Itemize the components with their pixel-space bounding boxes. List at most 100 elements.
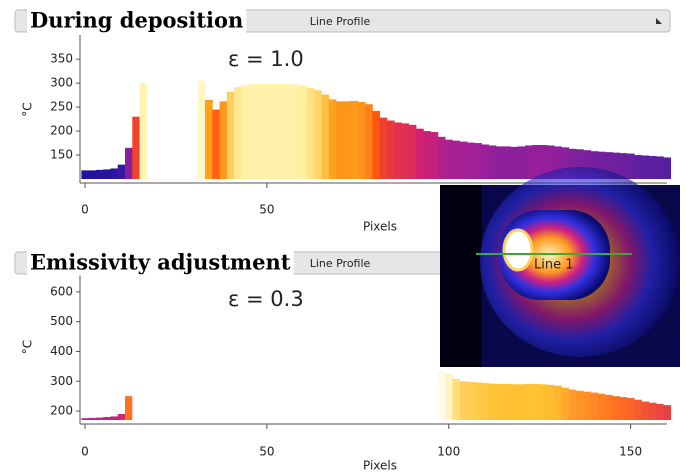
profile-bar xyxy=(358,340,366,420)
y-axis-label: °C xyxy=(21,102,35,116)
panel-title: Line Profile xyxy=(310,257,371,270)
x-tick-label: 0 xyxy=(81,445,89,459)
profile-bar xyxy=(285,84,293,179)
profile-bar xyxy=(569,390,577,420)
profile-bar xyxy=(540,384,548,420)
y-tick-label: 350 xyxy=(50,52,73,66)
profile-bar xyxy=(503,146,511,179)
profile-bar xyxy=(176,281,184,420)
profile-bar xyxy=(532,384,540,420)
profile-bar xyxy=(394,364,402,420)
profile-bar xyxy=(598,394,606,420)
profile-bar xyxy=(591,393,599,420)
profile-bar xyxy=(169,282,177,420)
profile-bar xyxy=(518,384,526,420)
profile-bar xyxy=(380,118,388,179)
profile-bar xyxy=(321,95,329,179)
profile-bar xyxy=(416,365,424,420)
profile-bar xyxy=(125,396,133,420)
annotation: ε = 0.3 xyxy=(228,287,304,311)
profile-bar xyxy=(401,365,409,420)
profile-bar xyxy=(212,342,220,420)
x-tick-label: 150 xyxy=(619,445,642,459)
profile-bar xyxy=(292,85,300,179)
profile-bar xyxy=(220,343,228,420)
profile-bar xyxy=(416,129,424,179)
profile-bar xyxy=(605,395,613,420)
profile-bar xyxy=(474,143,482,179)
profile-bar xyxy=(358,102,366,179)
profile-bar xyxy=(634,155,642,179)
profile-bar xyxy=(285,326,293,420)
profile-bar xyxy=(452,379,460,420)
profile-bar xyxy=(583,392,591,420)
y-tick-label: 400 xyxy=(50,344,73,358)
profile-bar xyxy=(300,86,308,179)
profile-bar xyxy=(438,137,446,179)
profile-bar xyxy=(140,340,148,420)
profile-bar xyxy=(307,328,315,420)
profile-bar xyxy=(81,418,89,420)
profile-bar xyxy=(183,288,191,420)
profile-bar xyxy=(634,400,642,420)
profile-bar xyxy=(205,332,213,420)
profile-bar xyxy=(118,165,126,179)
profile-bar xyxy=(460,381,468,420)
profile-bar xyxy=(431,366,439,420)
profile-bar xyxy=(89,418,97,420)
chart-title: During deposition xyxy=(30,8,243,33)
chart-title: Emissivity adjustment xyxy=(30,250,291,275)
profile-bar xyxy=(154,54,162,179)
profile-bar xyxy=(183,49,191,179)
profile-bar xyxy=(249,84,257,179)
profile-bar xyxy=(481,383,489,420)
profile-bar xyxy=(161,46,169,179)
x-tick-label: 100 xyxy=(437,445,460,459)
profile-bar xyxy=(190,62,198,179)
profile-bar xyxy=(307,88,315,179)
profile-bar xyxy=(263,326,271,420)
profile-bar xyxy=(380,360,388,420)
profile-bar xyxy=(627,154,635,179)
profile-bar xyxy=(314,331,322,420)
profile-bar xyxy=(612,396,620,420)
profile-bar xyxy=(147,66,155,179)
profile-bar xyxy=(423,366,431,420)
x-tick-label: 50 xyxy=(259,445,274,459)
thermal-inset: Line 1 xyxy=(440,167,680,367)
profile-bar xyxy=(118,414,126,420)
profile-bar xyxy=(649,403,657,420)
profile-bar xyxy=(278,326,286,420)
profile-bar xyxy=(467,382,475,420)
profile-bar xyxy=(445,374,453,420)
profile-line-label: Line 1 xyxy=(534,258,574,273)
profile-bar xyxy=(227,92,235,179)
profile-bar xyxy=(336,342,344,420)
profile-bar xyxy=(511,384,519,420)
profile-bar xyxy=(481,144,489,179)
profile-bar xyxy=(409,365,417,420)
profile-bar xyxy=(271,326,279,420)
profile-bar xyxy=(620,153,628,179)
profile-bar xyxy=(394,122,402,179)
inset-dark-edge xyxy=(440,185,482,367)
x-tick-label: 0 xyxy=(81,203,89,217)
profile-bar xyxy=(489,384,497,420)
profile-bar xyxy=(154,296,162,420)
y-tick-label: 500 xyxy=(50,314,73,328)
profile-bar xyxy=(110,168,118,179)
profile-bar xyxy=(169,44,177,179)
profile-bar xyxy=(642,402,650,420)
profile-bar xyxy=(554,386,562,420)
profile-bar xyxy=(89,170,97,179)
profile-bar xyxy=(351,101,359,179)
profile-bar xyxy=(81,170,89,179)
y-tick-label: 600 xyxy=(50,284,73,298)
profile-bar xyxy=(140,83,148,179)
profile-bar xyxy=(663,405,671,420)
profile-bar xyxy=(278,84,286,179)
profile-bar xyxy=(147,316,155,420)
profile-bar xyxy=(241,85,249,179)
panel-title: Line Profile xyxy=(310,15,371,28)
profile-bar xyxy=(438,371,446,420)
